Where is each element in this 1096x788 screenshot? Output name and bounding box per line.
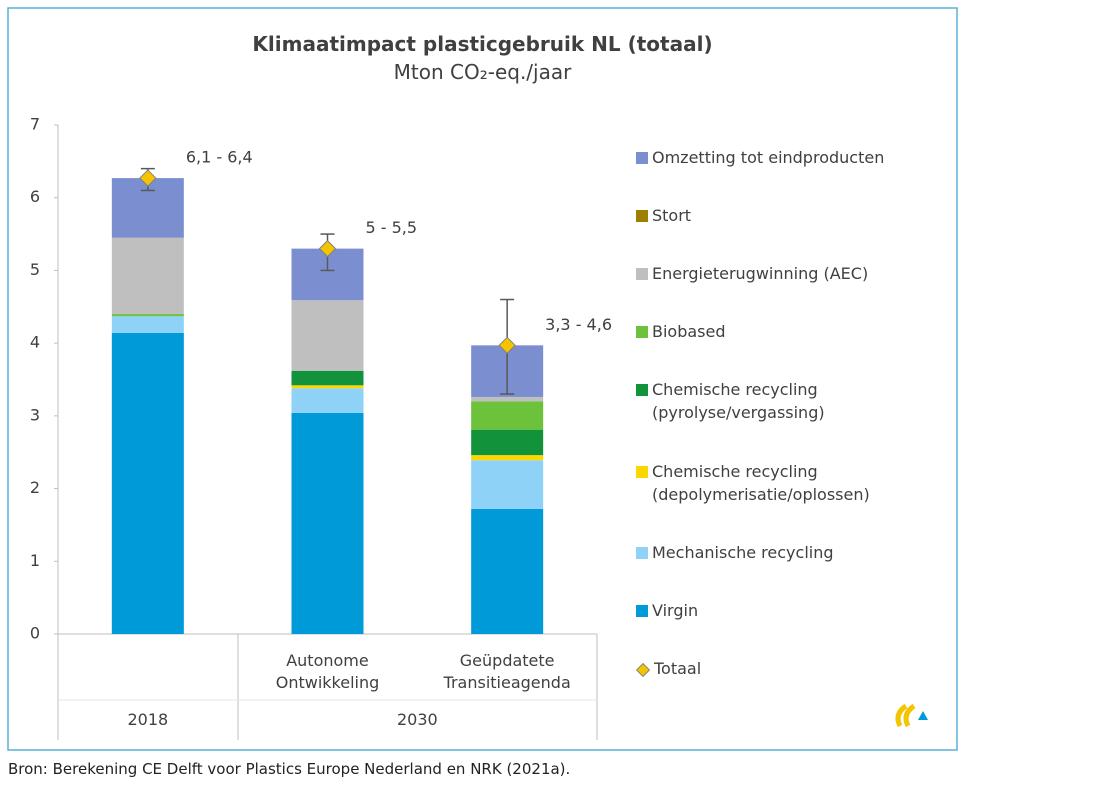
- chart-subtitle: Mton CO₂-eq./jaar: [393, 60, 572, 84]
- bar-segment: [111, 316, 184, 333]
- y-tick-label: 7: [30, 115, 40, 134]
- bar-segment: [471, 429, 544, 456]
- range-label: 3,3 - 4,6: [545, 315, 612, 334]
- legend-label: Totaal: [654, 659, 702, 679]
- bar-segment: [471, 460, 544, 509]
- legend-item: Totaal: [635, 657, 956, 680]
- y-tick-label: 3: [30, 405, 40, 424]
- logo: [895, 703, 928, 728]
- legend: Omzetting tot eindproducten Stort Energiet…: [635, 128, 956, 698]
- total-marker: [318, 239, 337, 258]
- total-marker: [498, 336, 516, 355]
- y-tick-label: 6: [30, 187, 40, 206]
- legend-swatch: [636, 605, 648, 618]
- bar-segment: [471, 401, 544, 430]
- bar-segment: [291, 412, 364, 634]
- legend-item: Energieterugwinning (AEC): [636, 262, 956, 285]
- legend-label: Mechanische recycling: [652, 542, 834, 562]
- legend-item: Virgin: [636, 599, 956, 622]
- x-tick-label: Autonome Ontwikkeling: [275, 651, 380, 692]
- legend-item: Chemische recycling (depolymerisatie/opl…: [636, 460, 956, 506]
- bar-segment: [471, 455, 544, 461]
- legend-item: Stort: [636, 204, 956, 227]
- bar-segment: [291, 370, 364, 386]
- chart-frame: [7, 7, 958, 751]
- legend-label: Omzetting tot eindproducten: [652, 147, 885, 167]
- legend-swatch: [636, 326, 648, 339]
- range-label: 5 - 5,5: [366, 218, 418, 237]
- legend-label: Chemische recycling (pyrolyse/vergassing…: [652, 380, 825, 423]
- y-tick-label: 0: [30, 624, 40, 643]
- source-note: Bron: Berekening CE Delft voor Plastics …: [8, 760, 571, 778]
- group-label: 2018: [127, 710, 169, 729]
- chart-title: Klimaatimpact plasticgebruik NL (totaal): [252, 32, 713, 56]
- y-tick-label: 1: [30, 551, 40, 570]
- legend-item: Biobased: [636, 320, 956, 343]
- legend-label: Stort: [652, 205, 692, 225]
- x-tick-label: Geüpdatete Transitieagenda: [443, 651, 571, 692]
- legend-swatch: [636, 384, 648, 397]
- bar-segment: [291, 300, 364, 371]
- legend-label: Energieterugwinning (AEC): [652, 264, 869, 284]
- bar-segment: [111, 332, 184, 634]
- legend-item: Chemische recycling (pyrolyse/vergassing…: [636, 378, 956, 424]
- total-marker: [139, 169, 157, 187]
- bar-segment: [291, 388, 364, 413]
- y-tick-label: 2: [30, 478, 40, 497]
- bar-segment: [471, 396, 544, 402]
- y-tick-label: 4: [30, 333, 40, 352]
- bar-segment: [471, 508, 544, 634]
- y-tick-label: 5: [30, 260, 40, 279]
- bar-segment: [111, 237, 184, 315]
- legend-swatch: [636, 151, 648, 164]
- bar-segment: [291, 385, 364, 389]
- legend-label: Biobased: [652, 322, 726, 342]
- legend-swatch: [636, 465, 648, 478]
- legend-swatch: [635, 663, 651, 678]
- legend-item: Mechanische recycling: [636, 541, 956, 564]
- legend-label: Chemische recycling (depolymerisatie/opl…: [652, 461, 870, 504]
- legend-label: Virgin: [652, 601, 699, 621]
- legend-item: Omzetting tot eindproducten: [636, 146, 956, 169]
- bar-segment: [111, 314, 184, 317]
- range-label: 6,1 - 6,4: [186, 148, 253, 167]
- legend-swatch: [636, 209, 648, 222]
- group-label: 2030: [396, 710, 438, 729]
- legend-swatch: [636, 546, 648, 559]
- legend-swatch: [636, 268, 648, 281]
